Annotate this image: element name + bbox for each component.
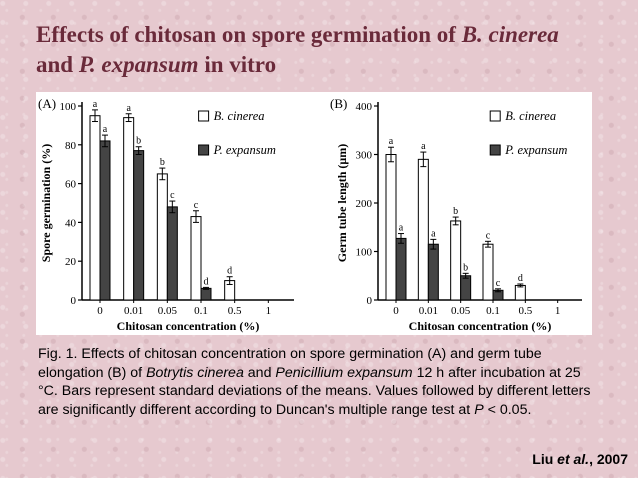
legend-swatch [198,144,210,156]
significance-letter: c [496,278,501,289]
significance-letter: a [103,124,108,135]
caption-text-3: 12 h after incubation at 25 °C. Bars rep… [38,364,591,418]
y-axis-label: Germ tube length (μm) [335,144,349,262]
citation-year: , 2007 [589,451,628,467]
chart-panel-0: (A) 0 20 40 60 80 100 Spore germination (%) 0 a a 0… [38,96,294,333]
x-tick-label: 1 [266,305,272,317]
significance-letter: b [136,136,141,147]
y-tick-label: 40 [65,217,77,229]
bar [166,206,178,301]
y-tick-label: 0 [367,295,373,307]
chart-panel-1: (B) 0 100 200 300 400 Germ tube length (μm) 0 a a… [330,96,582,333]
legend-label: B. cinerea [505,109,556,123]
panel-label: (A) [38,96,56,111]
y-tick-label: 200 [356,198,373,210]
bar [133,150,145,301]
significance-letter: a [399,223,404,234]
x-tick-label: 0.05 [158,305,178,317]
bar [417,158,429,301]
caption-text-2: and [243,364,276,381]
legend-swatch [198,110,210,122]
significance-letter: b [453,206,458,217]
bar [99,140,111,301]
caption-species-2: Penicillium expansum [275,364,413,381]
figure-panel: (A) 0 20 40 60 80 100 Spore germination (%) 0 a a 0… [36,92,592,335]
y-axis-label: Spore germination (%) [39,144,53,262]
significance-letter: a [93,99,98,110]
significance-letter: b [160,157,165,168]
title-and: and [36,52,79,77]
title-part2: in vitro [198,52,277,77]
x-tick-label: 0.1 [194,305,208,317]
y-tick-label: 100 [60,101,77,113]
x-tick-label: 0.01 [124,305,143,317]
caption-text-4: < 0.05. [483,401,532,418]
bar [190,216,202,301]
x-tick-label: 0.5 [228,305,242,317]
significance-letter: c [486,230,491,241]
bar [460,275,472,301]
significance-letter: d [204,276,209,287]
bar [514,284,526,301]
significance-letter: a [389,136,394,147]
y-tick-label: 100 [356,247,373,259]
y-tick-label: 20 [65,256,77,268]
significance-letter: a [126,103,131,114]
bar [385,154,397,301]
title-species1: B. cinerea [461,22,559,47]
x-tick-label: 1 [555,305,561,317]
bar [395,237,407,301]
caption-text-1: Fig. 1. Effects of chitosan concentratio… [38,346,542,381]
x-tick-label: 0.01 [419,305,438,317]
bar [427,243,439,301]
bar [482,243,494,301]
significance-letter: a [431,228,436,239]
x-axis-label: Chitosan concentration (%) [409,319,552,333]
x-tick-label: 0.5 [518,305,532,317]
figure-caption: Fig. 1. Effects of chitosan concentratio… [38,345,598,419]
bar [200,287,212,301]
significance-letter: d [518,273,523,284]
legend-label: P. expansum [213,143,276,157]
legend-label: P. expansum [504,143,567,157]
legend-swatch [489,110,501,122]
caption-p: P [474,401,484,418]
x-tick-label: 0 [393,305,399,317]
panel-label: (B) [330,96,347,111]
bar [156,173,168,301]
title-species2: P. expansum [78,52,199,77]
x-tick-label: 0.1 [486,305,500,317]
legend-swatch [489,144,501,156]
y-tick-label: 0 [71,295,77,307]
bar [450,220,462,301]
y-tick-label: 400 [356,101,373,113]
x-tick-label: 0 [97,305,103,317]
y-tick-label: 300 [356,150,373,162]
significance-letter: c [194,200,199,211]
citation-etal: et al. [557,451,590,467]
bar [89,115,101,301]
bar [123,117,135,301]
citation-author: Liu [532,451,558,467]
x-axis-label: Chitosan concentration (%) [117,319,260,333]
title-part1: Effects of chitosan on spore germination… [36,22,462,47]
y-tick-label: 60 [65,179,77,191]
legend-label: B. cinerea [214,109,265,123]
citation: Liu et al., 2007 [532,451,628,467]
significance-letter: a [421,141,426,152]
slide-title: Effects of chitosan on spore germination… [36,20,626,80]
x-tick-label: 0.05 [451,305,471,317]
caption-species-1: Botrytis cinerea [146,364,244,381]
significance-letter: d [227,266,232,277]
y-tick-label: 80 [65,140,77,152]
significance-letter: c [170,190,175,201]
significance-letter: b [463,262,468,273]
